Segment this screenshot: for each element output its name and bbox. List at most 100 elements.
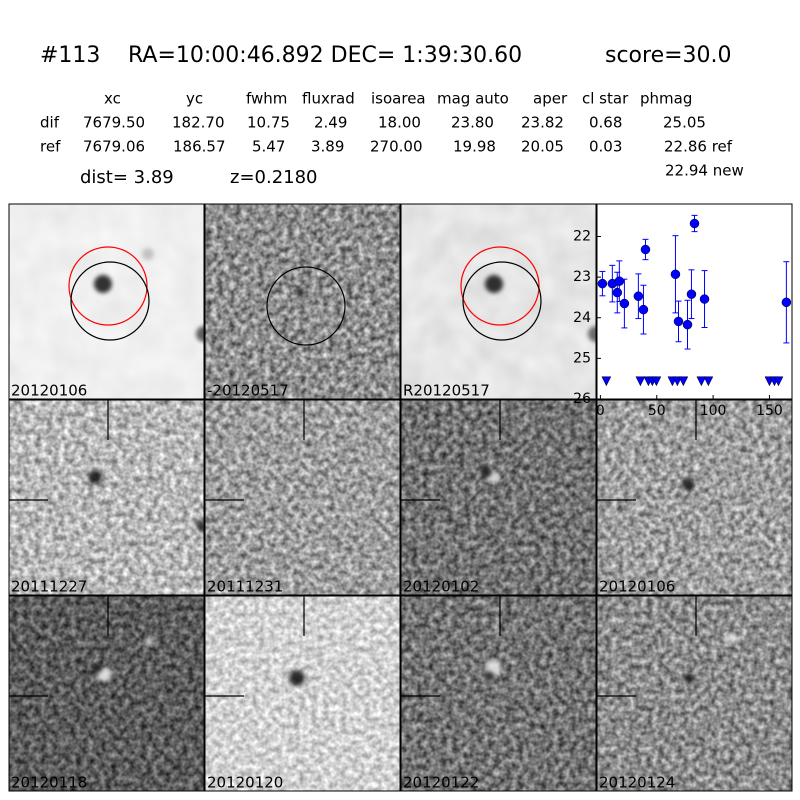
stamp-image bbox=[205, 204, 400, 399]
stamp-label: 20111227 bbox=[11, 578, 87, 596]
stamp: 20120106 bbox=[596, 399, 793, 596]
stamp-image bbox=[401, 596, 596, 791]
x-tick-label: 0 bbox=[596, 403, 605, 419]
upper-limit bbox=[601, 376, 612, 387]
stamp-label: R20120517 bbox=[403, 382, 490, 400]
upper-limit bbox=[678, 376, 689, 387]
table-cell: 23.80 bbox=[451, 114, 494, 132]
x-tick-label: 150 bbox=[756, 403, 783, 419]
source-blob bbox=[727, 633, 737, 643]
stamp-label: 20120106 bbox=[599, 578, 675, 596]
stamp-frame bbox=[8, 399, 205, 596]
table-cell: 20.05 bbox=[521, 138, 564, 156]
y-tick-label: 25 bbox=[573, 350, 591, 366]
table-cell: 18.00 bbox=[378, 114, 421, 132]
table-cell: 0.68 bbox=[589, 114, 622, 132]
row-label: ref bbox=[40, 138, 61, 156]
data-point bbox=[781, 297, 792, 308]
upper-limit bbox=[773, 376, 784, 387]
x-tick-label: 100 bbox=[700, 403, 727, 419]
redshift: z=0.2180 bbox=[230, 167, 318, 188]
stamp: R20120517 bbox=[400, 203, 597, 400]
source-blob bbox=[142, 248, 154, 260]
table-cell: 182.70 bbox=[172, 114, 225, 132]
source-blob bbox=[289, 670, 305, 686]
data-point bbox=[673, 316, 684, 327]
stamp-frame bbox=[400, 203, 597, 400]
stamp: 20120124 bbox=[596, 595, 793, 792]
upper-limit bbox=[696, 376, 707, 387]
column-header: yc bbox=[186, 90, 203, 108]
row-label: dif bbox=[40, 114, 60, 132]
upper-limit bbox=[672, 376, 683, 387]
column-header: isoarea bbox=[371, 90, 426, 108]
stamp-grid: 20120106 -20120517 R20120517 20111227 201112… bbox=[8, 203, 793, 792]
stamp-frame bbox=[400, 595, 597, 792]
stamp: 20120102 bbox=[400, 399, 597, 596]
source-blob bbox=[145, 638, 153, 646]
stamp-frame bbox=[596, 595, 793, 792]
aperture-circle bbox=[460, 246, 540, 326]
data-point bbox=[597, 278, 608, 289]
y-tick-label: 22 bbox=[573, 229, 591, 245]
data-point bbox=[612, 287, 623, 298]
light-curve: 0 50 100 150 22 23 24 25 26 bbox=[573, 203, 793, 419]
stamp-label: 20120106 bbox=[11, 382, 87, 400]
data-point bbox=[638, 304, 649, 315]
table-cell: 23.82 bbox=[521, 114, 564, 132]
column-header: mag auto bbox=[437, 90, 509, 108]
table-cell: 270.00 bbox=[370, 138, 423, 156]
table-cell: 2.49 bbox=[314, 114, 347, 132]
data-point bbox=[633, 291, 644, 301]
aperture-circle bbox=[70, 261, 150, 341]
upper-limit bbox=[703, 376, 714, 387]
coordinates: RA=10:00:46.892 DEC= 1:39:30.60 bbox=[128, 43, 522, 68]
stamp-frame bbox=[204, 595, 401, 792]
source-blob bbox=[196, 520, 204, 532]
y-tick-label: 24 bbox=[573, 310, 591, 326]
stamp: 20120106 bbox=[8, 203, 205, 400]
column-header: xc bbox=[104, 90, 121, 108]
stamp-label: 20111231 bbox=[207, 578, 283, 596]
data-point bbox=[682, 319, 693, 330]
upper-limit bbox=[651, 376, 662, 387]
table-cell: 25.05 bbox=[663, 114, 706, 132]
stamp: 20120120 bbox=[204, 595, 401, 792]
stamp-image bbox=[401, 400, 596, 595]
source-blob bbox=[684, 673, 694, 683]
stamp-frame bbox=[400, 399, 597, 596]
table-cell: 5.47 bbox=[252, 138, 285, 156]
data-point bbox=[614, 276, 625, 286]
table-cell: 19.98 bbox=[453, 138, 496, 156]
stamp-label: 20120122 bbox=[403, 774, 479, 792]
stamp-frame bbox=[8, 595, 205, 792]
column-header: fluxrad bbox=[302, 90, 355, 108]
column-header: cl star bbox=[582, 90, 629, 108]
stamp-image bbox=[205, 596, 400, 791]
source-blob bbox=[94, 275, 112, 293]
table-cell: 7679.06 bbox=[83, 138, 145, 156]
stamp-frame bbox=[8, 203, 205, 400]
data-point bbox=[670, 269, 681, 280]
source-blob bbox=[295, 287, 305, 297]
source-blob bbox=[485, 275, 503, 293]
stamp-label: 20120124 bbox=[599, 774, 675, 792]
stamp: 20111231 bbox=[204, 399, 401, 596]
source-blob bbox=[88, 470, 102, 484]
stamp-frame bbox=[204, 203, 401, 400]
source-blob bbox=[588, 326, 596, 342]
object-id: #113 bbox=[40, 43, 100, 68]
stamp-image bbox=[597, 596, 792, 791]
stamp-label: -20120517 bbox=[207, 382, 289, 400]
aperture-circle bbox=[68, 246, 148, 326]
plot-area bbox=[596, 203, 793, 400]
distance: dist= 3.89 bbox=[80, 167, 174, 188]
data-point bbox=[699, 294, 710, 304]
source-blob bbox=[682, 479, 694, 491]
table-cell: 22.86 ref bbox=[664, 138, 733, 156]
column-header: aper bbox=[533, 90, 568, 108]
table-cell: 186.57 bbox=[173, 138, 226, 156]
stamp-frame bbox=[596, 399, 793, 596]
data-point bbox=[686, 289, 697, 299]
